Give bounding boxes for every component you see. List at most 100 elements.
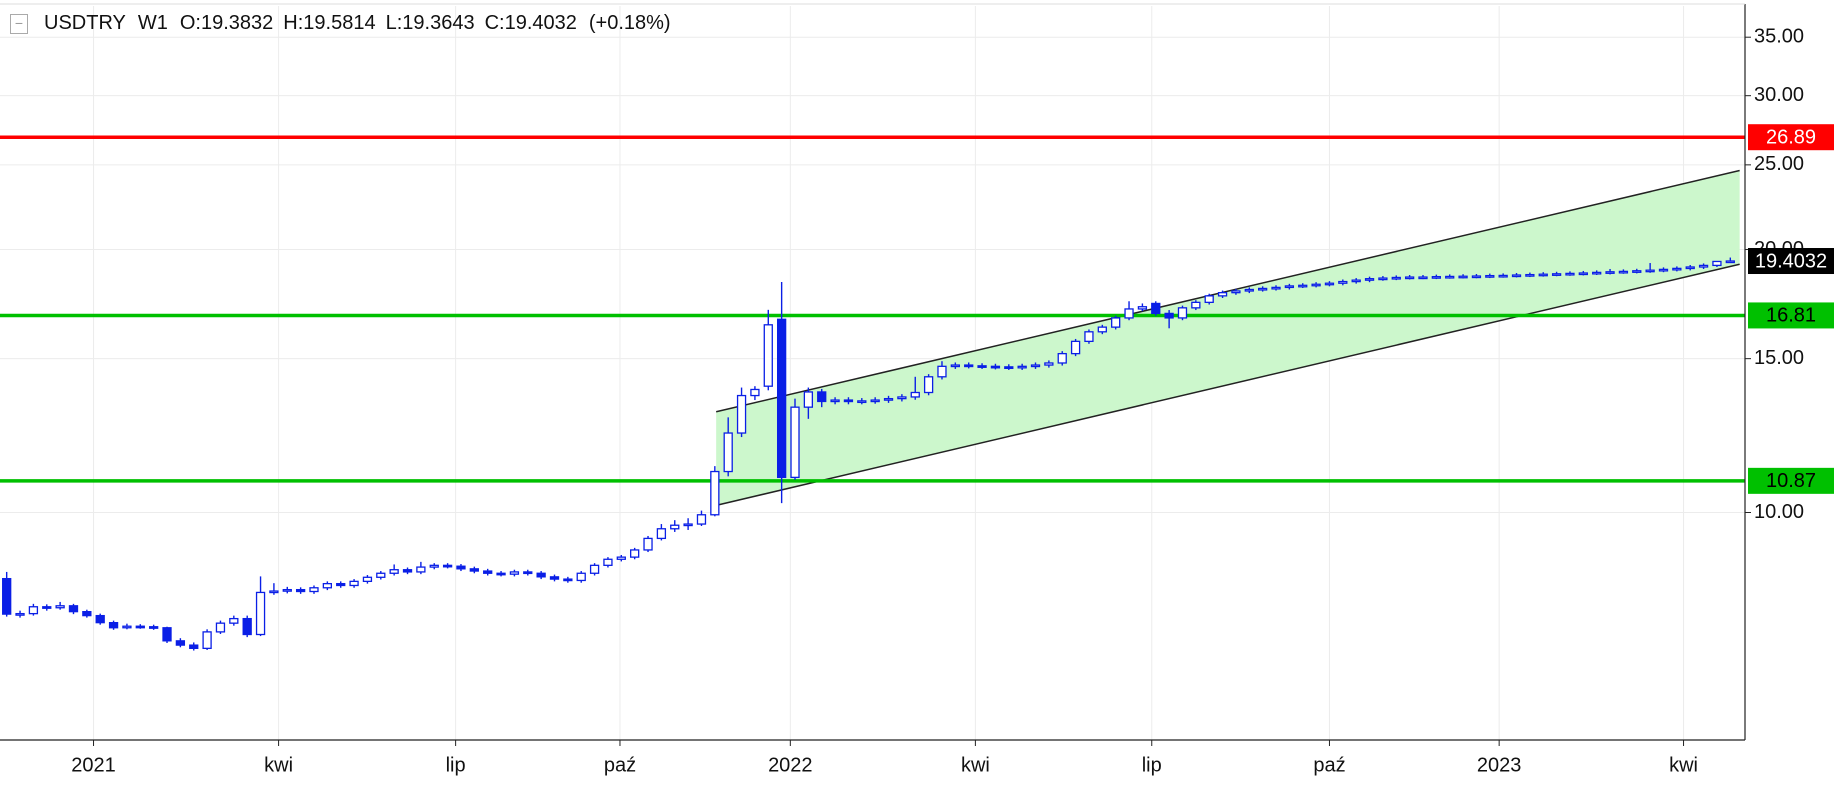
candle-body — [456, 565, 466, 570]
candle-body — [82, 611, 92, 617]
candle-body — [1364, 278, 1375, 281]
symbol: USDTRY — [44, 12, 126, 34]
candle-body — [135, 625, 145, 629]
x-tick-label: lip — [446, 754, 466, 776]
candle-body — [1645, 269, 1655, 273]
candle-body — [1217, 292, 1228, 297]
ohlc: O:19.3832 H:19.5814 L:19.3643 C:19.4032 — [180, 12, 577, 35]
candle-body — [1565, 272, 1575, 276]
candle-body — [750, 388, 760, 397]
collapse-button[interactable]: − — [10, 13, 28, 34]
candle-body — [1672, 267, 1682, 271]
candle-body — [857, 400, 867, 404]
x-tick-label: 2023 — [1477, 754, 1522, 776]
x-tick-label: lip — [1142, 754, 1162, 776]
y-tick-label: 15.00 — [1754, 347, 1804, 369]
candle-body — [977, 365, 987, 368]
candle-body — [803, 391, 814, 408]
candle-body — [1538, 273, 1548, 277]
level-label-box — [1748, 467, 1834, 494]
x-tick-label: 2021 — [71, 754, 116, 776]
candle-body — [1471, 275, 1482, 279]
channel-upper-line — [715, 169, 1740, 413]
candle-body — [1111, 317, 1121, 328]
candle-body — [883, 397, 894, 401]
candle-body — [589, 564, 600, 574]
candle-body — [1605, 271, 1615, 274]
candle-body — [1712, 260, 1722, 267]
ohlc-high: H:19.5814 — [283, 12, 376, 34]
candle-body — [362, 576, 373, 583]
candle-body — [710, 470, 720, 516]
level-label-box — [1748, 124, 1834, 151]
level-label: 26.89 — [1766, 126, 1816, 148]
candle-body — [95, 614, 105, 624]
candle-body — [122, 625, 132, 629]
candle-body — [1298, 284, 1308, 288]
timeframe: W1 — [137, 12, 168, 34]
candle-body — [509, 571, 520, 575]
candle-body — [1431, 275, 1442, 279]
candle-body — [1458, 275, 1468, 279]
candle-body — [189, 644, 199, 650]
candle-body — [149, 626, 159, 629]
candle-body — [990, 365, 1001, 369]
last-price-box — [1748, 248, 1834, 275]
candle-body — [1084, 331, 1094, 343]
candle-body — [1284, 285, 1295, 289]
ohlc-low: L:19.3643 — [385, 12, 475, 34]
candle-body — [723, 432, 733, 473]
candle-body — [1391, 276, 1401, 280]
candle-body — [336, 582, 346, 587]
candle-body — [229, 617, 239, 624]
candle-body — [923, 376, 934, 394]
candle-body — [1592, 271, 1602, 275]
candle-body — [830, 399, 840, 403]
level-label-box — [1748, 302, 1834, 329]
candle-body — [937, 365, 947, 378]
candle-body — [1057, 352, 1067, 364]
candle-body — [776, 318, 787, 479]
candle-body — [295, 588, 306, 593]
candle-body — [1725, 260, 1735, 264]
level-label: 16.81 — [1766, 305, 1816, 327]
candle-body — [1070, 340, 1081, 355]
candle-body — [402, 569, 413, 573]
last-price-label: 19.4032 — [1755, 250, 1827, 272]
levels — [0, 135, 1745, 483]
candle-body — [736, 394, 747, 434]
candle-body — [1525, 273, 1535, 277]
x-tick-label: paź — [604, 754, 636, 776]
price-labels: 26.89 16.81 10.87 19.4032 — [1748, 124, 1834, 494]
candle-body — [1044, 362, 1054, 366]
candle-body — [790, 406, 800, 479]
x-tick-label: kwi — [1669, 754, 1698, 776]
candle-body — [964, 364, 974, 368]
level-label: 10.87 — [1766, 470, 1816, 492]
x-tick-label: 2022 — [768, 754, 813, 776]
candle-body — [549, 576, 560, 580]
candle-body — [817, 391, 827, 403]
candle-body — [1351, 279, 1361, 283]
candle-body — [28, 606, 39, 615]
candle-body — [630, 549, 640, 558]
candle-body — [643, 537, 653, 551]
x-tick-label: kwi — [264, 754, 293, 776]
candle-body — [1498, 274, 1508, 278]
candle-body — [1578, 272, 1588, 276]
candle-body — [2, 577, 12, 615]
candle-body — [269, 590, 279, 594]
candle-body — [1632, 270, 1642, 273]
candle-body — [683, 523, 693, 527]
candle-body — [910, 391, 920, 398]
candle-body — [1191, 301, 1201, 309]
candle-body — [576, 572, 586, 582]
candle-body — [1658, 268, 1669, 272]
candle-body — [1177, 307, 1188, 319]
candle-body — [1258, 287, 1268, 291]
candle-body — [1324, 282, 1335, 286]
channel-lower-line — [715, 263, 1740, 507]
candle-body — [1618, 270, 1629, 274]
channel — [715, 169, 1740, 507]
